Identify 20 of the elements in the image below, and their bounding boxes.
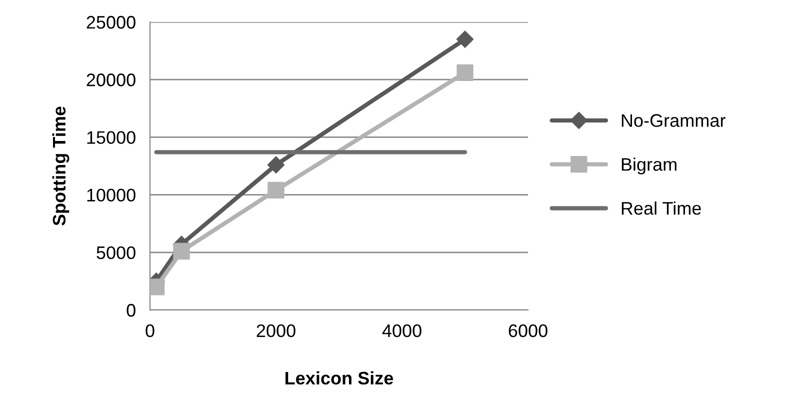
y-tick-label: 10000 (87, 188, 136, 202)
x-axis-title: Lexicon Size (286, 371, 394, 385)
point (268, 182, 284, 199)
x-tick-label: 0 (146, 324, 154, 338)
y-tick-label: 0 (126, 304, 136, 317)
x-tick-label: 6000 (508, 324, 548, 338)
y-tick-label: 5000 (96, 246, 136, 260)
x-tick-label: 2000 (256, 324, 296, 338)
point (267, 156, 285, 174)
y-tick-label: 15000 (87, 131, 136, 144)
x-tick-label: 4000 (382, 324, 422, 338)
y-axis-title: Spotting Time (52, 106, 70, 226)
y-tick-label: 25000 (86, 16, 136, 29)
legend-label: Bigram (622, 158, 676, 174)
legend-label: No-Grammar (622, 114, 726, 127)
y-tick-label: 20000 (86, 74, 136, 86)
point (456, 64, 474, 82)
point (456, 30, 474, 48)
legend-label: Real Time (622, 202, 701, 215)
point (173, 242, 190, 260)
